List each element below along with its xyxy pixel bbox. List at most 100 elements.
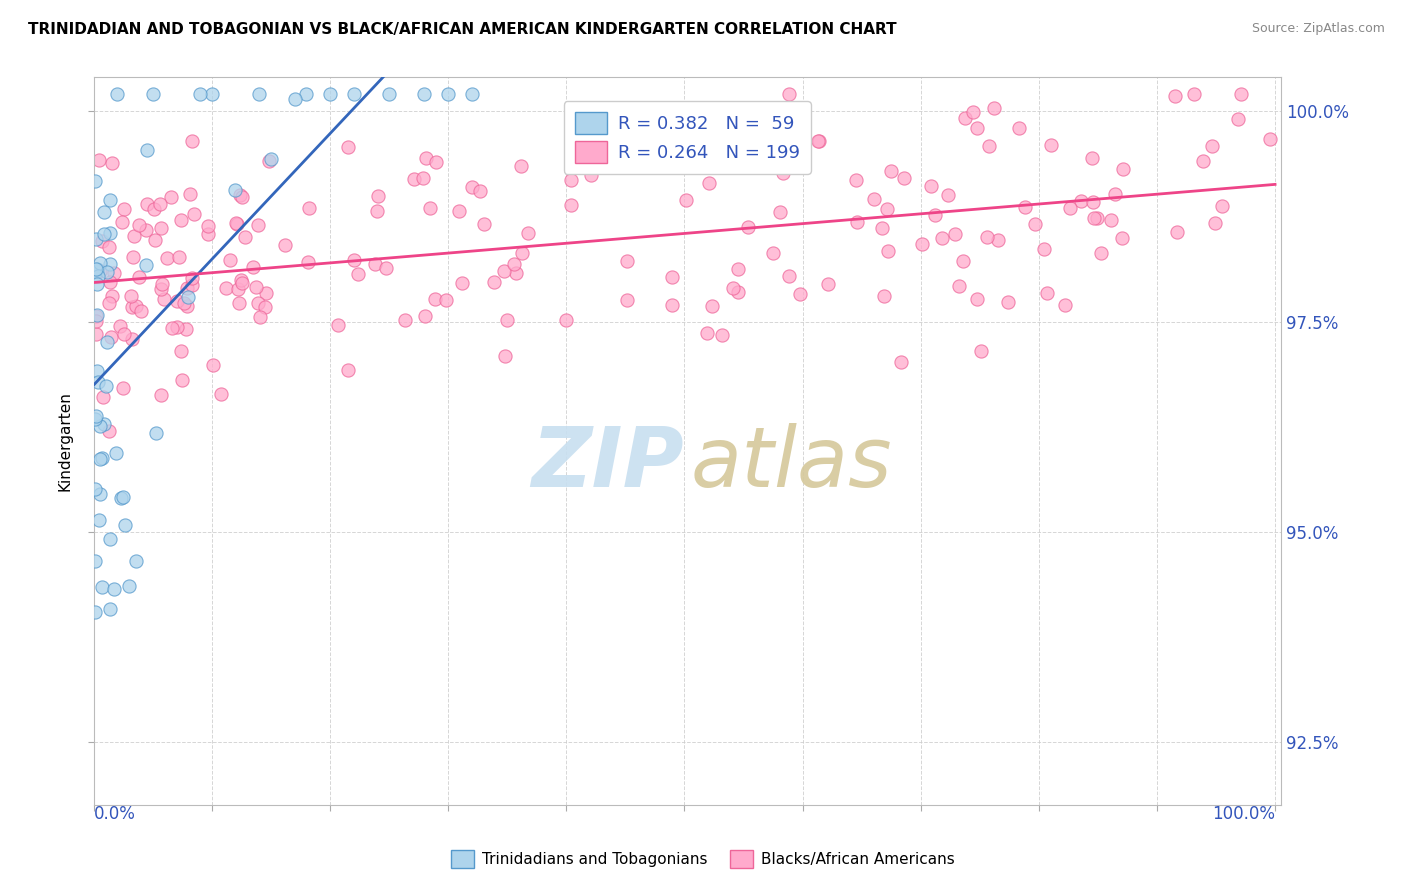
Point bbox=[870, 221, 893, 235]
Point bbox=[1230, 87, 1253, 102]
Point bbox=[233, 230, 256, 244]
Point bbox=[1014, 200, 1036, 214]
Point bbox=[1070, 194, 1092, 208]
Point bbox=[87, 513, 110, 527]
Point bbox=[112, 381, 135, 395]
Point bbox=[114, 517, 136, 532]
Point bbox=[89, 153, 111, 167]
Point bbox=[342, 87, 364, 102]
Point bbox=[283, 92, 305, 106]
Point bbox=[86, 277, 108, 291]
Point bbox=[425, 154, 447, 169]
Point bbox=[97, 240, 120, 254]
Point bbox=[260, 152, 283, 166]
Point bbox=[1163, 88, 1185, 103]
Point bbox=[89, 256, 111, 270]
Point bbox=[103, 582, 125, 596]
Point bbox=[472, 217, 495, 231]
Point bbox=[98, 275, 121, 289]
Point bbox=[560, 197, 582, 211]
Point bbox=[952, 253, 974, 268]
Point bbox=[153, 292, 176, 306]
Point bbox=[231, 276, 253, 290]
Point bbox=[149, 221, 172, 235]
Point bbox=[710, 327, 733, 342]
Point bbox=[461, 87, 484, 102]
Point bbox=[675, 193, 697, 207]
Point bbox=[434, 293, 457, 307]
Point bbox=[150, 387, 173, 401]
Point bbox=[367, 188, 389, 202]
Point bbox=[769, 205, 792, 219]
Point bbox=[1192, 154, 1215, 169]
Point bbox=[247, 218, 270, 232]
Point bbox=[579, 168, 602, 182]
Point bbox=[125, 299, 148, 313]
Point bbox=[966, 293, 988, 307]
Point bbox=[873, 289, 896, 303]
Point bbox=[98, 295, 121, 310]
Point bbox=[149, 197, 172, 211]
Point bbox=[1024, 217, 1046, 231]
Point bbox=[326, 318, 349, 333]
Point bbox=[924, 208, 946, 222]
Point bbox=[110, 491, 132, 505]
Point bbox=[245, 279, 267, 293]
Point bbox=[1007, 121, 1029, 136]
Point bbox=[423, 292, 446, 306]
Point bbox=[112, 326, 135, 341]
Point bbox=[87, 375, 110, 389]
Point bbox=[374, 260, 396, 275]
Point bbox=[1083, 211, 1105, 226]
Point bbox=[983, 101, 1005, 115]
Point bbox=[661, 269, 683, 284]
Point bbox=[450, 276, 472, 290]
Point bbox=[845, 173, 868, 187]
Point bbox=[93, 417, 115, 431]
Point bbox=[319, 87, 342, 102]
Point bbox=[554, 313, 576, 327]
Point bbox=[219, 252, 242, 267]
Point bbox=[696, 326, 718, 340]
Point bbox=[336, 140, 359, 154]
Point bbox=[83, 174, 105, 188]
Point bbox=[224, 183, 246, 197]
Point bbox=[98, 532, 121, 546]
Point bbox=[86, 262, 108, 277]
Point bbox=[697, 176, 720, 190]
Point bbox=[789, 286, 811, 301]
Point bbox=[229, 188, 252, 202]
Point bbox=[419, 202, 441, 216]
Point bbox=[128, 269, 150, 284]
Point bbox=[997, 295, 1019, 310]
Point bbox=[970, 344, 993, 359]
Point bbox=[100, 289, 122, 303]
Point bbox=[1111, 231, 1133, 245]
Point bbox=[169, 212, 191, 227]
Point bbox=[197, 227, 219, 241]
Point bbox=[201, 87, 224, 102]
Point bbox=[297, 254, 319, 268]
Point bbox=[378, 87, 401, 102]
Point bbox=[229, 273, 252, 287]
Point bbox=[1035, 285, 1057, 300]
Point bbox=[122, 251, 145, 265]
Point bbox=[948, 279, 970, 293]
Point bbox=[778, 269, 800, 284]
Point bbox=[166, 293, 188, 308]
Point bbox=[110, 319, 132, 334]
Point bbox=[259, 154, 281, 169]
Point bbox=[876, 202, 898, 216]
Point bbox=[188, 87, 211, 102]
Point bbox=[945, 227, 967, 242]
Point bbox=[366, 204, 388, 219]
Point bbox=[128, 218, 150, 232]
Point bbox=[84, 327, 107, 342]
Point bbox=[1111, 162, 1133, 177]
Point bbox=[176, 299, 198, 313]
Point bbox=[779, 87, 801, 102]
Point bbox=[150, 282, 173, 296]
Point bbox=[84, 310, 107, 324]
Point bbox=[93, 227, 115, 241]
Point bbox=[1182, 87, 1205, 102]
